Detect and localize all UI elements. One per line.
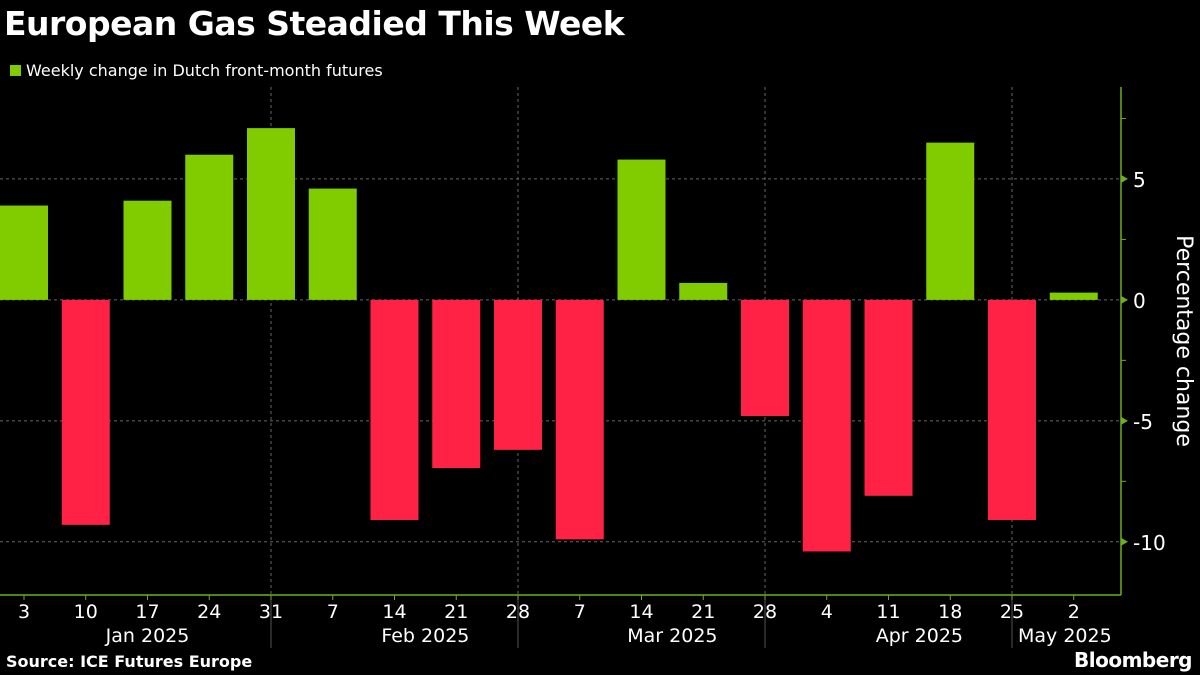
y-tick-label: -10 (1133, 531, 1166, 555)
bar (494, 299, 542, 450)
bar (247, 128, 295, 300)
x-tick-label: 21 (691, 601, 715, 623)
month-label: Feb 2025 (381, 625, 469, 647)
bar (741, 299, 789, 416)
x-tick-label: 31 (259, 601, 283, 623)
x-tick-label: 17 (135, 601, 159, 623)
bar (308, 188, 357, 300)
bar (617, 159, 666, 300)
bar (802, 299, 851, 552)
bar (123, 200, 172, 300)
x-tick-label: 25 (1000, 601, 1024, 623)
bar (0, 205, 48, 300)
x-tick-label: 14 (382, 601, 406, 623)
bar (926, 142, 975, 300)
x-tick-label: 11 (876, 601, 900, 623)
x-tick-label: 24 (197, 601, 221, 623)
x-tick-label: 7 (327, 601, 339, 623)
bar (432, 299, 481, 468)
source-note: Source: ICE Futures Europe (6, 652, 253, 671)
bar (555, 299, 604, 540)
legend: Weekly change in Dutch front-month futur… (10, 61, 383, 80)
y-tick-label: -5 (1133, 410, 1153, 434)
x-tick-label: 3 (18, 601, 30, 623)
chart-title: European Gas Steadied This Week (4, 4, 625, 43)
month-label: Mar 2025 (627, 625, 717, 647)
y-tick-label: 5 (1133, 168, 1146, 192)
x-tick-label: 2 (1068, 601, 1080, 623)
x-tick-label: 21 (444, 601, 468, 623)
bar (185, 154, 234, 300)
bar (864, 299, 913, 496)
x-tick-label: 4 (821, 601, 833, 623)
x-tick-label: 18 (938, 601, 962, 623)
legend-label: Weekly change in Dutch front-month futur… (26, 61, 383, 80)
x-tick-label: 10 (74, 601, 98, 623)
bar (679, 282, 728, 300)
y-tick-label: 0 (1133, 289, 1146, 313)
x-tick-label: 28 (753, 601, 777, 623)
bar (1049, 292, 1098, 300)
bar (988, 299, 1036, 521)
bar (370, 299, 419, 521)
x-tick-label: 7 (574, 601, 586, 623)
month-label: Jan 2025 (105, 625, 190, 647)
legend-swatch (10, 65, 21, 76)
x-tick-label: 28 (506, 601, 530, 623)
month-label: Apr 2025 (876, 625, 963, 647)
bloomberg-logo: Bloomberg (1074, 648, 1192, 672)
month-label: May 2025 (1018, 625, 1112, 647)
bar (61, 299, 110, 525)
x-tick-label: 14 (629, 601, 653, 623)
y-axis-title: Percentage change (1171, 235, 1196, 447)
